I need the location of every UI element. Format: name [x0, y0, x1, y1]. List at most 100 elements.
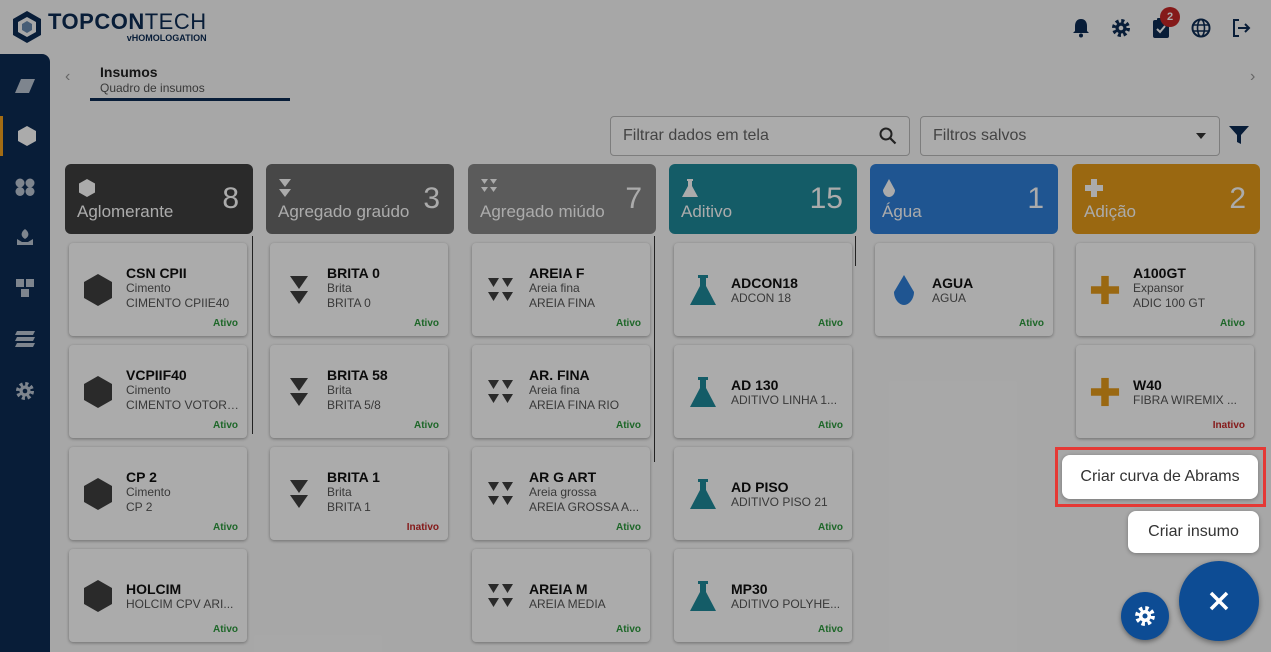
- status-badge: Ativo: [213, 522, 238, 533]
- column-title: Adição: [1084, 202, 1136, 221]
- top-header: TOPCONTECH vHOMOLOGATION 2: [0, 0, 1271, 54]
- plus-icon: [1085, 179, 1103, 197]
- hexagon-icon: [79, 179, 95, 197]
- flask-icon: [688, 579, 718, 613]
- search-input[interactable]: Filtrar dados em tela: [610, 116, 910, 156]
- column-count: 8: [222, 182, 239, 215]
- status-badge: Ativo: [213, 318, 238, 329]
- tab-title: Insumos: [100, 64, 158, 80]
- column-header-adicao[interactable]: Adição 2: [1072, 164, 1260, 234]
- insumo-card[interactable]: A100GT Expansor ADIC 100 GT Ativo: [1076, 243, 1254, 336]
- four-triangles-icon: [486, 477, 516, 511]
- column-title: Aditivo: [681, 202, 733, 221]
- gear-icon: [1135, 606, 1155, 626]
- insumo-card[interactable]: BRITA 58 Brita BRITA 5/8 Ativo: [270, 345, 448, 438]
- insumo-card[interactable]: AR. FINA Areia fina AREIA FINA RIO Ativo: [472, 345, 650, 438]
- plus-icon: [1090, 273, 1120, 307]
- column-header-aditivo[interactable]: Aditivo 15: [669, 164, 857, 234]
- insumo-card[interactable]: BRITA 0 Brita BRITA 0 Ativo: [270, 243, 448, 336]
- sidebar-item-plants[interactable]: [0, 217, 50, 257]
- sidebar-item-mixtures[interactable]: [0, 167, 50, 207]
- notifications-button[interactable]: [1061, 14, 1101, 42]
- flask-icon: [682, 179, 698, 197]
- tabs-scroll-left-icon[interactable]: ‹: [65, 68, 71, 85]
- triangles-icon: [284, 273, 314, 307]
- column-scrollbar[interactable]: [654, 236, 655, 462]
- filter-button[interactable]: [1228, 124, 1250, 151]
- status-badge: Ativo: [414, 318, 439, 329]
- insumo-card[interactable]: HOLCIM HOLCIM CPV ARI... Ativo: [69, 549, 247, 642]
- insumo-card[interactable]: CP 2 Cimento CP 2 Ativo: [69, 447, 247, 540]
- column-header-agregado-miudo[interactable]: Agregado miúdo 7: [468, 164, 656, 234]
- insumo-card[interactable]: AD 130 ADITIVO LINHA 1... Ativo: [674, 345, 852, 438]
- language-button[interactable]: [1181, 14, 1221, 42]
- insumo-card[interactable]: AD PISO ADITIVO PISO 21 Ativo: [674, 447, 852, 540]
- brand-name-thin: TECH: [144, 9, 207, 34]
- triangles-icon: [279, 179, 291, 197]
- four-triangles-icon: [486, 579, 516, 613]
- four-triangles-icon: [486, 273, 516, 307]
- sidebar-item-insumos[interactable]: [0, 116, 50, 156]
- column-header-aglomerante[interactable]: Aglomerante 8: [65, 164, 253, 234]
- column-header-agregado-graudo[interactable]: Agregado graúdo 3: [266, 164, 454, 234]
- status-badge: Inativo: [406, 522, 439, 533]
- close-fab-button[interactable]: [1179, 561, 1259, 641]
- insumo-card[interactable]: BRITA 1 Brita BRITA 1 Inativo: [270, 447, 448, 540]
- stripes-icon: [15, 331, 35, 347]
- logout-icon: [1233, 19, 1251, 37]
- insumo-card[interactable]: AR G ART Areia grossa AREIA GROSSA A... At…: [472, 447, 650, 540]
- tab-insumos[interactable]: Insumos Quadro de insumos: [100, 64, 205, 95]
- insumo-card[interactable]: AREIA F Areia fina AREIA FINA Ativo: [472, 243, 650, 336]
- column-scrollbar[interactable]: [252, 236, 253, 434]
- column-scrollbar[interactable]: [855, 236, 856, 266]
- sidebar-item-settings[interactable]: [0, 371, 50, 411]
- funnel-icon: [1229, 126, 1249, 144]
- tab-subtitle: Quadro de insumos: [100, 81, 205, 95]
- insumo-card[interactable]: AGUA AGUA Ativo: [875, 243, 1053, 336]
- insumo-card[interactable]: AREIA M AREIA MEDIA Ativo: [472, 549, 650, 642]
- settings-button[interactable]: [1101, 14, 1141, 42]
- hexagon-icon: [83, 375, 113, 409]
- four-triangles-icon: [486, 375, 516, 409]
- status-badge: Ativo: [818, 318, 843, 329]
- column-title: Aglomerante: [77, 202, 174, 221]
- sidebar-item-materials[interactable]: [0, 268, 50, 308]
- status-badge: Ativo: [818, 522, 843, 533]
- column-count: 2: [1229, 182, 1246, 215]
- settings-fab-button[interactable]: [1121, 592, 1169, 640]
- insumo-card[interactable]: MP30 ADITIVO POLYHE... Ativo: [674, 549, 852, 642]
- status-badge: Ativo: [616, 522, 641, 533]
- column-header-agua[interactable]: Água 1: [870, 164, 1058, 234]
- insumo-card[interactable]: CSN CPII Cimento CIMENTO CPIIE40 Ativo: [69, 243, 247, 336]
- create-abrams-curve-button[interactable]: Criar curva de Abrams: [1062, 455, 1258, 499]
- environment-label: vHOMOLOGATION: [126, 33, 207, 43]
- triangles-icon: [284, 375, 314, 409]
- app-logo[interactable]: TOPCONTECH vHOMOLOGATION: [10, 9, 207, 45]
- insumo-card[interactable]: ADCON18 ADCON 18 Ativo: [674, 243, 852, 336]
- flask-icon: [688, 477, 718, 511]
- logout-button[interactable]: [1221, 14, 1261, 42]
- status-badge: Ativo: [1019, 318, 1044, 329]
- sidebar-item-reports[interactable]: [0, 319, 50, 359]
- notification-badge: 2: [1160, 7, 1180, 27]
- tabs-scroll-right-icon[interactable]: ›: [1250, 68, 1256, 85]
- chevron-down-icon: [1196, 133, 1206, 139]
- search-placeholder: Filtrar dados em tela: [623, 127, 769, 144]
- sidebar-item-dashboard[interactable]: [0, 66, 50, 106]
- column-title: Agregado miúdo: [480, 202, 605, 221]
- status-badge: Ativo: [213, 420, 238, 431]
- column-count: 1: [1027, 182, 1044, 215]
- hand-leaf-icon: [17, 229, 33, 245]
- insumo-card[interactable]: W40 FIBRA WIREMIX ... Inativo: [1076, 345, 1254, 438]
- tasks-button[interactable]: 2: [1141, 7, 1181, 42]
- status-badge: Ativo: [1220, 318, 1245, 329]
- plus-icon: [1090, 375, 1120, 409]
- saved-filters-select[interactable]: Filtros salvos: [920, 116, 1220, 156]
- boxes-icon: [16, 279, 34, 297]
- bell-icon: [1073, 19, 1089, 38]
- create-insumo-button[interactable]: Criar insumo: [1128, 511, 1259, 553]
- close-icon: [1209, 591, 1229, 611]
- gear-icon: [1112, 19, 1130, 37]
